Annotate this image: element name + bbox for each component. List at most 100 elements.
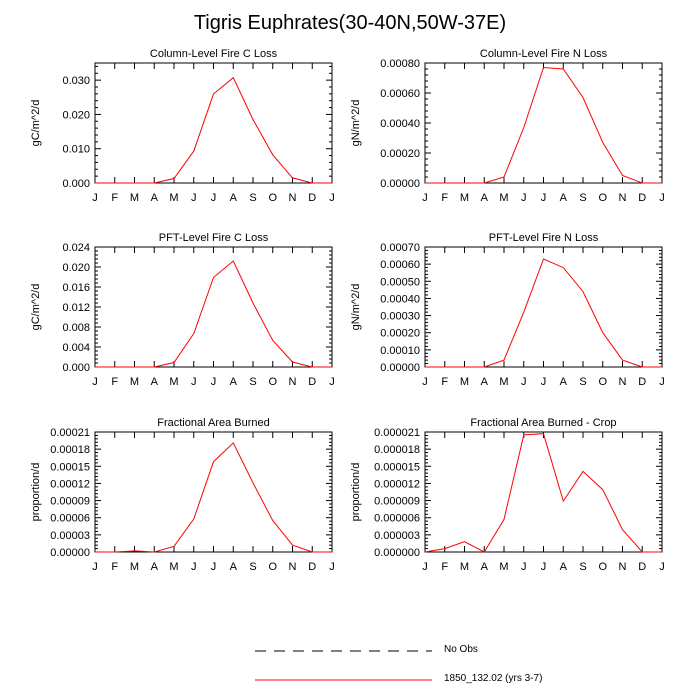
x-tick-label: A — [230, 376, 238, 388]
x-tick-label: D — [638, 561, 646, 573]
panel-title: PFT-Level Fire C Loss — [159, 232, 269, 244]
x-tick-label: A — [151, 192, 159, 204]
x-tick-label: A — [481, 376, 489, 388]
x-tick-label: M — [499, 192, 508, 204]
x-tick-label: A — [151, 376, 159, 388]
x-tick-label: J — [92, 192, 98, 204]
x-tick-label: J — [191, 561, 197, 573]
chart-panel-5: Fractional Area Burned proportion/d 0.0000… — [30, 417, 335, 573]
x-tick-label: J — [659, 376, 665, 388]
y-axis-label: proportion/d — [350, 463, 362, 522]
x-tick-label: F — [111, 192, 118, 204]
panel-title: PFT-Level Fire N Loss — [489, 232, 599, 244]
x-tick-label: M — [499, 376, 508, 388]
x-tick-label: M — [169, 561, 178, 573]
x-tick-label: N — [289, 192, 297, 204]
y-tick-label: 0.00003 — [50, 530, 90, 542]
y-tick-label: 0.000 — [62, 362, 90, 374]
y-tick-label: 0.016 — [62, 282, 90, 294]
x-tick-label: D — [308, 561, 316, 573]
x-tick-label: J — [191, 192, 197, 204]
y-tick-label: 0.00009 — [50, 496, 90, 508]
x-tick-label: M — [169, 192, 178, 204]
x-tick-label: S — [249, 376, 256, 388]
y-tick-label: 0.020 — [62, 262, 90, 274]
y-tick-label: 0.012 — [62, 302, 90, 314]
x-tick-label: S — [249, 192, 256, 204]
x-tick-label: J — [422, 192, 428, 204]
x-tick-label: M — [130, 561, 139, 573]
x-tick-label: J — [541, 376, 547, 388]
y-tick-label: 0.00060 — [380, 88, 420, 100]
x-tick-label: J — [191, 376, 197, 388]
y-tick-label: 0.00006 — [50, 513, 90, 525]
y-tick-label: 0.030 — [62, 75, 90, 87]
y-tick-label: 0.000003 — [374, 530, 420, 542]
y-tick-label: 0.00040 — [380, 293, 420, 305]
y-tick-label: 0.00040 — [380, 118, 420, 130]
series-line — [95, 260, 332, 368]
x-tick-label: O — [268, 192, 277, 204]
y-tick-label: 0.00060 — [380, 259, 420, 271]
x-tick-label: A — [230, 192, 238, 204]
x-tick-label: M — [460, 192, 469, 204]
x-tick-label: A — [151, 561, 159, 573]
x-tick-label: A — [230, 561, 238, 573]
chart-panel-6: Fractional Area Burned - Crop proportion/… — [350, 417, 665, 573]
x-tick-label: N — [289, 561, 297, 573]
y-tick-label: 0.010 — [62, 144, 90, 156]
x-tick-label: N — [619, 192, 627, 204]
x-tick-label: J — [211, 561, 217, 573]
y-axis-label: proportion/d — [30, 463, 42, 522]
x-tick-label: M — [499, 561, 508, 573]
x-tick-label: F — [441, 376, 448, 388]
y-tick-label: 0.00010 — [380, 345, 420, 357]
x-tick-label: N — [619, 561, 627, 573]
y-tick-label: 0.020 — [62, 109, 90, 121]
chart-panel-2: Column-Level Fire N Loss gN/m^2/d 0.00000 0… — [350, 48, 665, 204]
panel-title: Fractional Area Burned - Crop — [470, 417, 616, 429]
x-tick-label: S — [579, 376, 586, 388]
x-tick-label: N — [619, 376, 627, 388]
chart-panel-4: PFT-Level Fire N Loss gN/m^2/d 0.00000 0.00… — [350, 232, 665, 388]
series-line — [425, 66, 662, 184]
y-axis-label: gN/m^2/d — [350, 284, 362, 331]
x-tick-label: S — [579, 192, 586, 204]
y-tick-label: 0.00012 — [50, 478, 90, 490]
x-tick-label: J — [329, 192, 335, 204]
x-tick-label: A — [560, 376, 568, 388]
x-tick-label: D — [638, 192, 646, 204]
x-tick-label: D — [638, 376, 646, 388]
x-tick-label: A — [481, 561, 489, 573]
x-tick-label: J — [521, 561, 527, 573]
x-tick-label: S — [249, 561, 256, 573]
legend-no-obs-label: No Obs — [444, 644, 478, 655]
x-tick-label: J — [521, 376, 527, 388]
y-axis-label: gC/m^2/d — [30, 100, 42, 147]
x-tick-label: M — [460, 376, 469, 388]
x-tick-label: N — [289, 376, 297, 388]
x-tick-label: S — [579, 561, 586, 573]
x-tick-label: J — [211, 192, 217, 204]
x-tick-label: J — [92, 376, 98, 388]
y-tick-label: 0.00030 — [380, 311, 420, 323]
x-tick-label: J — [521, 192, 527, 204]
x-tick-label: J — [541, 192, 547, 204]
y-tick-label: 0.00050 — [380, 276, 420, 288]
x-tick-label: M — [169, 376, 178, 388]
y-tick-label: 0.000000 — [374, 547, 420, 559]
y-tick-label: 0.00000 — [380, 178, 420, 190]
y-tick-label: 0.000 — [62, 178, 90, 190]
x-tick-label: M — [130, 376, 139, 388]
series-line — [95, 76, 332, 184]
y-tick-label: 0.00000 — [380, 362, 420, 374]
figure-title: Tigris Euphrates(30-40N,50W-37E) — [193, 12, 507, 34]
y-tick-label: 0.024 — [62, 242, 90, 254]
x-tick-label: J — [541, 561, 547, 573]
x-tick-label: J — [659, 561, 665, 573]
legend-model-label: 1850_132.02 (yrs 3-7) — [444, 673, 543, 684]
x-tick-label: O — [268, 376, 277, 388]
y-tick-label: 0.00018 — [50, 444, 90, 456]
x-tick-label: A — [560, 192, 568, 204]
